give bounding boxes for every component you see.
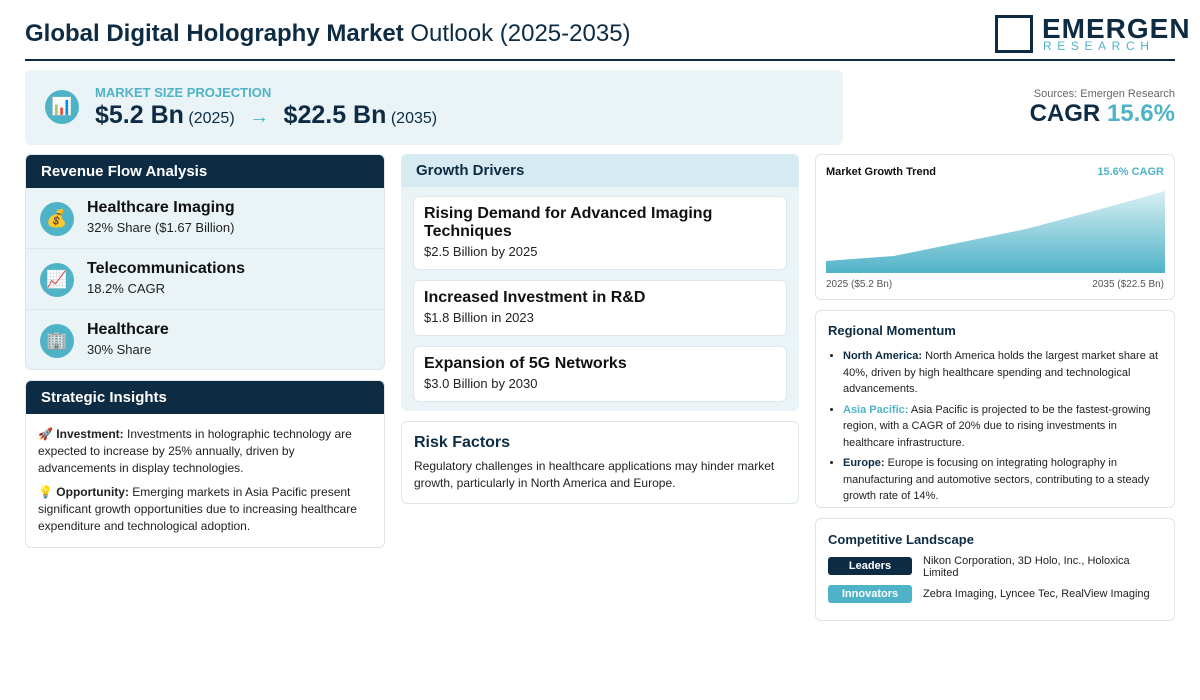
detail: $1.8 Billion in 2023 bbox=[424, 310, 534, 325]
region-text: Europe is focusing on integrating hologr… bbox=[843, 457, 1150, 502]
cagr-value: 15.6% bbox=[1106, 100, 1175, 127]
company-list: Zebra Imaging, Lyncee Tec, RealView Imag… bbox=[923, 588, 1150, 600]
card-title: Strategic Insights bbox=[26, 381, 384, 414]
cagr-label: CAGR bbox=[1029, 100, 1101, 127]
revenue-item: 💰 Healthcare Imaging 32% Share ($1.67 Bill… bbox=[26, 188, 384, 249]
icon: 💡 bbox=[38, 485, 53, 499]
region: North America: bbox=[843, 350, 923, 362]
name: Healthcare Imaging bbox=[87, 199, 235, 216]
card-title: Risk Factors bbox=[414, 434, 511, 451]
year: (2035) bbox=[390, 110, 438, 127]
revenue-card: Revenue Flow Analysis 💰 Healthcare Imagin… bbox=[25, 154, 385, 370]
icon: 📈 bbox=[40, 263, 74, 297]
projection-values: $5.2 Bn (2025) → $22.5 Bn (2035) bbox=[95, 101, 437, 130]
region-text: Asia Pacific is projected to be the fast… bbox=[843, 403, 1151, 449]
trend-area bbox=[826, 191, 1165, 273]
name: Healthcare bbox=[87, 321, 169, 338]
company-list: Nikon Corporation, 3D Holo, Inc., Holoxi… bbox=[923, 555, 1130, 579]
regional-list: North America: North America holds the l… bbox=[828, 348, 1162, 505]
end-label: 2035 ($22.5 Bn) bbox=[1092, 279, 1164, 290]
regional-card: Regional Momentum North America: North A… bbox=[815, 310, 1175, 508]
icon: 💰 bbox=[40, 202, 74, 236]
insight: 💡 Opportunity: Emerging markets in Asia … bbox=[38, 484, 368, 535]
trend-card: Market Growth Trend 15.6% CAGR 2025 ($5.… bbox=[815, 154, 1175, 300]
insights-card: Strategic Insights 🚀 Investment: Investm… bbox=[25, 380, 385, 548]
detail: $2.5 Billion by 2025 bbox=[424, 244, 538, 259]
tag: Innovators bbox=[828, 585, 912, 603]
detail: 18.2% CAGR bbox=[87, 281, 166, 296]
logo-main: EMERGEN bbox=[1042, 13, 1191, 44]
icon: 📊 bbox=[45, 90, 79, 124]
risk-card: Risk Factors Regulatory challenges in he… bbox=[401, 421, 799, 504]
detail: 32% Share ($1.67 Billion) bbox=[87, 220, 235, 235]
icon: 🏢 bbox=[40, 324, 74, 358]
projection: 📊 MARKET SIZE PROJECTION $5.2 Bn (2025) … bbox=[25, 70, 843, 145]
driver: Increased Investment in R&D $1.8 Billion … bbox=[413, 280, 787, 336]
competitive-card: Competitive Landscape Leaders Nikon Corp… bbox=[815, 518, 1175, 621]
year: (2025) bbox=[188, 110, 235, 127]
detail: 30% Share bbox=[87, 342, 152, 357]
icon: 🚀 bbox=[38, 427, 53, 441]
badge: 15.6% CAGR bbox=[1097, 166, 1164, 178]
region-item: Asia Pacific: Asia Pacific is projected … bbox=[843, 402, 1162, 452]
insight-text: Investments in holographic technology ar… bbox=[38, 427, 352, 475]
revenue-item: 🏢 Healthcare 30% Share bbox=[26, 310, 384, 371]
card-title: Market Growth Trend bbox=[826, 166, 937, 178]
label: MARKET SIZE PROJECTION bbox=[95, 85, 272, 100]
logo-box bbox=[995, 15, 1033, 53]
divider bbox=[25, 59, 1175, 61]
region: Asia Pacific: bbox=[843, 403, 909, 416]
detail: $3.0 Billion by 2030 bbox=[424, 376, 538, 391]
insight-label: Investment: bbox=[56, 427, 124, 441]
cagr: CAGR 15.6% bbox=[1030, 100, 1175, 128]
drivers-card: Growth Drivers Rising Demand for Advance… bbox=[401, 154, 799, 411]
region-text: North America holds the largest market s… bbox=[843, 350, 1159, 395]
logo-sub: RESEARCH bbox=[1043, 39, 1155, 53]
card-title: Competitive Landscape bbox=[828, 532, 974, 547]
insight-text: Emerging markets in Asia Pacific present… bbox=[38, 485, 357, 533]
name: Expansion of 5G Networks bbox=[424, 355, 627, 372]
card-title: Revenue Flow Analysis bbox=[26, 155, 384, 188]
driver: Expansion of 5G Networks $3.0 Billion by … bbox=[413, 346, 787, 402]
region-item: Europe: Europe is focusing on integratin… bbox=[843, 455, 1162, 505]
name: Telecommunications bbox=[87, 260, 245, 277]
name: Rising Demand for Advanced Imaging Techn… bbox=[424, 205, 713, 240]
start-label: 2025 ($5.2 Bn) bbox=[826, 279, 893, 290]
region-item: North America: North America holds the l… bbox=[843, 348, 1162, 398]
value: $5.2 Bn bbox=[95, 101, 184, 129]
revenue-item: 📈 Telecommunications 18.2% CAGR bbox=[26, 249, 384, 310]
tag: Leaders bbox=[828, 557, 912, 575]
name: Increased Investment in R&D bbox=[424, 289, 646, 306]
title: Global Digital Holography Market Outlook… bbox=[25, 20, 631, 48]
title-bold: Global Digital Holography Market bbox=[25, 20, 404, 47]
sources: Sources: Emergen Research bbox=[1033, 88, 1175, 100]
card-title: Growth Drivers bbox=[401, 154, 799, 187]
card-title: Regional Momentum bbox=[828, 323, 956, 338]
insight-label: Opportunity: bbox=[56, 485, 129, 499]
value: $22.5 Bn bbox=[283, 101, 387, 129]
title-rest: Outlook (2025-2035) bbox=[410, 20, 631, 47]
arrow: → bbox=[249, 106, 270, 128]
driver: Rising Demand for Advanced Imaging Techn… bbox=[413, 196, 787, 270]
region: Europe: bbox=[843, 457, 885, 469]
risk-text: Regulatory challenges in healthcare appl… bbox=[414, 459, 775, 490]
insight: 🚀 Investment: Investments in holographic… bbox=[38, 426, 368, 477]
area bbox=[826, 191, 1165, 273]
